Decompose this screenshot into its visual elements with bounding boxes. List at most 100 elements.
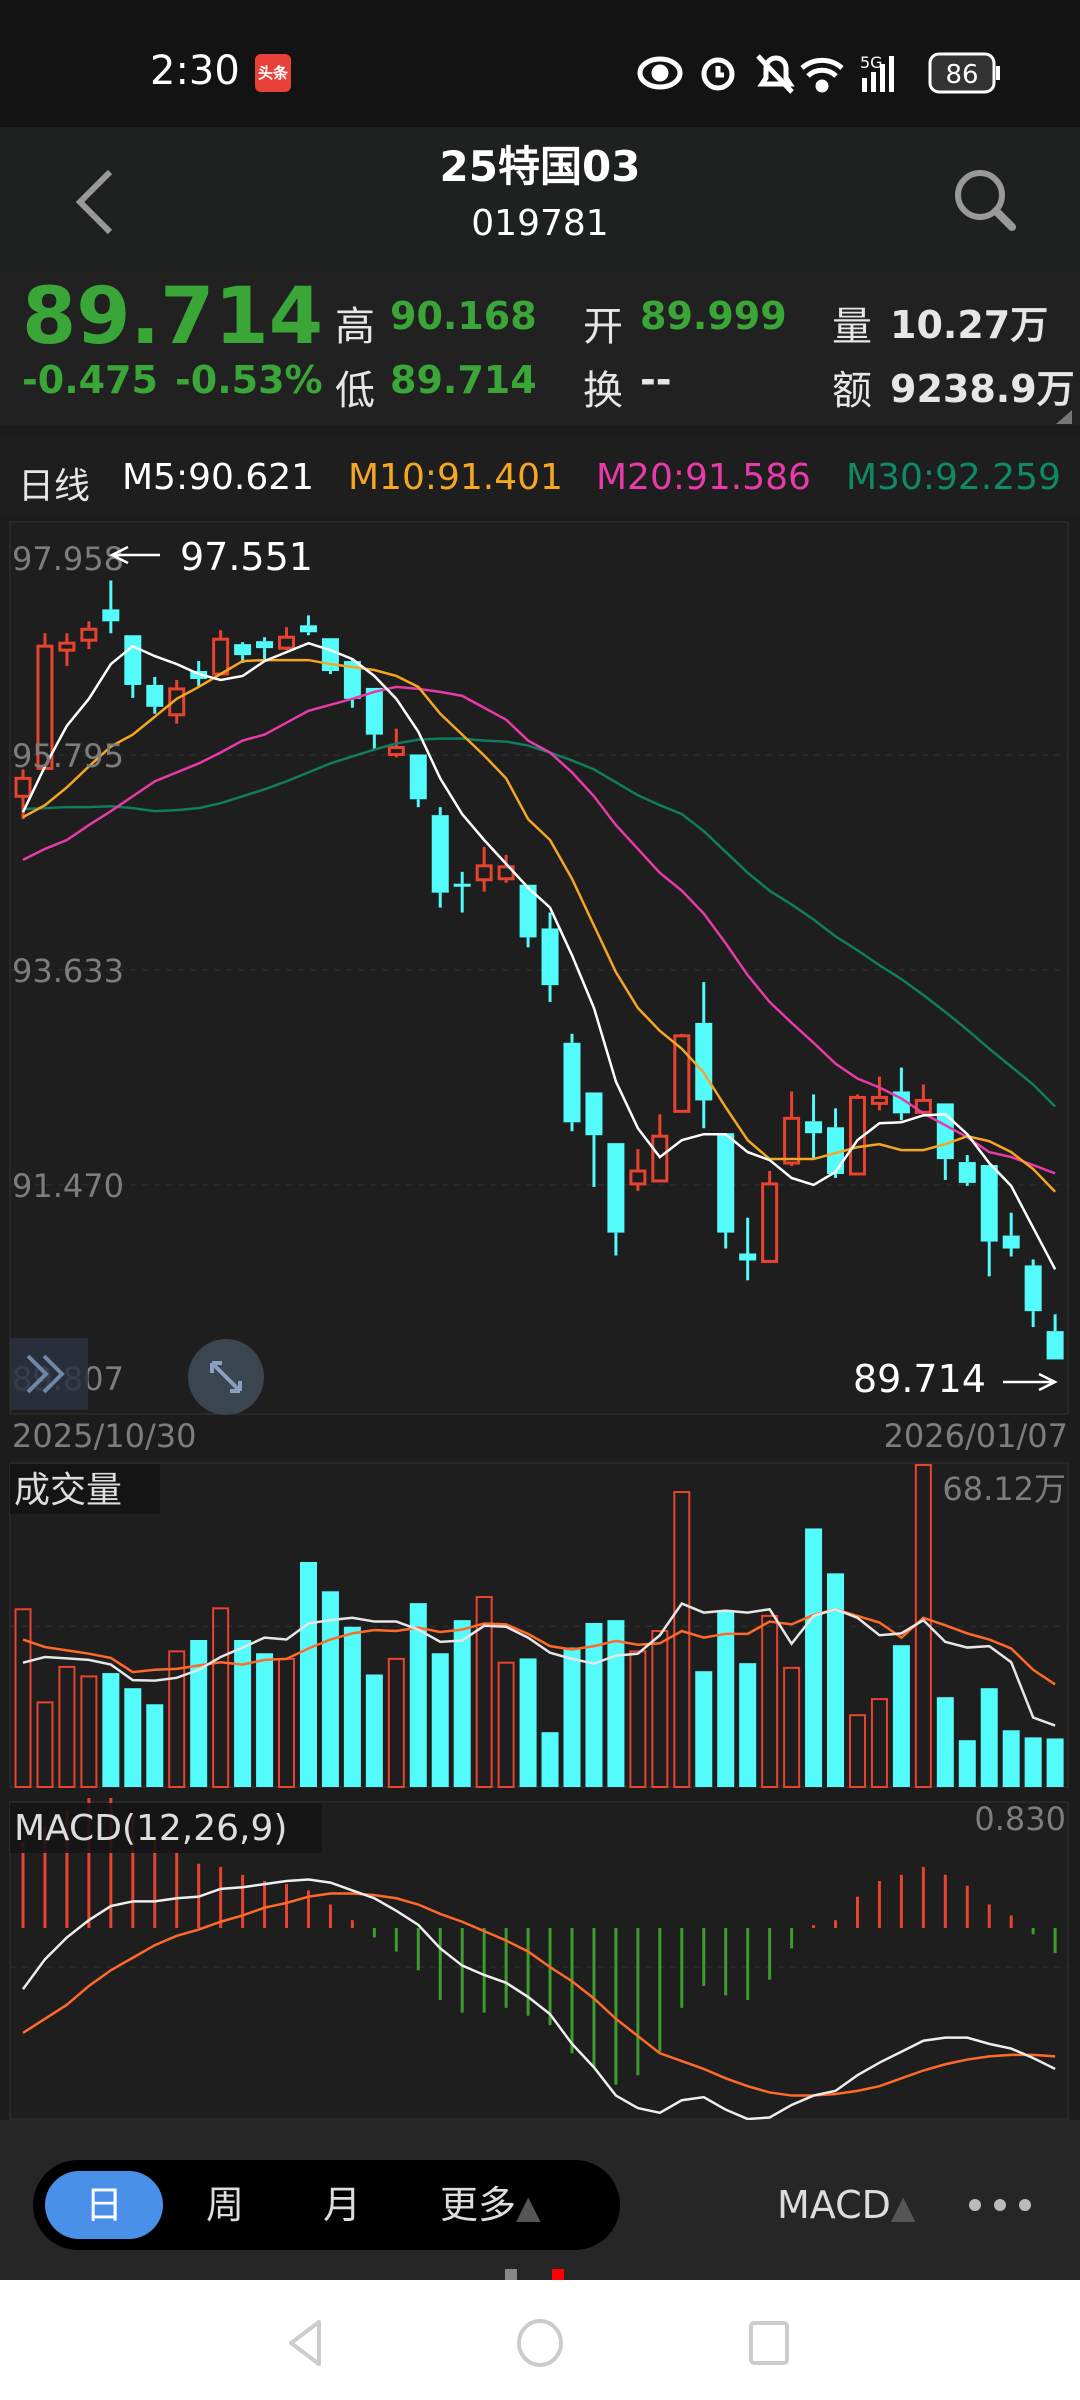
volume-bar-up	[212, 1607, 230, 1788]
high-marker-label: 97.551	[180, 535, 313, 579]
bottom-toolbar: 日 周 月 更多▲ MACD▲	[0, 2120, 1080, 2280]
candle-body	[256, 641, 274, 649]
amount-value: 9238.9万	[890, 367, 1075, 411]
ma-legend: 日线 M5:90.621 M10:91.401 M20:91.586 M30:9…	[0, 435, 1080, 515]
alarm-icon	[701, 57, 735, 91]
volume-bar-down	[1024, 1737, 1042, 1787]
signal-icon	[862, 56, 894, 92]
candle-up	[783, 1091, 801, 1167]
candle-body	[870, 1095, 888, 1105]
volume-bar-down	[695, 1671, 713, 1787]
volume-bar-down	[343, 1626, 361, 1787]
open-label: 开	[583, 304, 623, 350]
home-circle-icon[interactable]	[515, 2318, 565, 2368]
amount-label: 额	[832, 368, 872, 414]
volume-bar-up	[848, 1714, 866, 1788]
volume-bar-up	[168, 1650, 186, 1788]
kline-chart-area[interactable]: 97.958 95.795 93.633 91.470 89.807 97.55…	[0, 0, 1080, 2120]
volume-ma10-line	[22, 1607, 1056, 1686]
volume-bar-down	[1046, 1738, 1064, 1787]
candle-body	[299, 625, 317, 633]
fullscreen-button[interactable]	[188, 1339, 264, 1415]
x-start-date: 2025/10/30	[12, 1417, 196, 1455]
candle-body	[475, 864, 493, 882]
candle-down	[980, 1165, 998, 1277]
volume-bar-up	[870, 1698, 888, 1789]
candle-body	[102, 609, 120, 622]
candle-body	[585, 1092, 603, 1136]
candle-body	[431, 815, 449, 893]
volume-bar-down	[717, 1611, 735, 1787]
candle-body	[651, 1134, 669, 1183]
volume-bar-down	[827, 1573, 845, 1787]
candle-body	[673, 1034, 691, 1113]
macd-title-bg	[10, 1803, 322, 1853]
candle-body	[958, 1162, 976, 1183]
ma20-value: M20:91.586	[596, 457, 811, 498]
candle-down	[717, 1133, 735, 1249]
candle-down	[958, 1155, 976, 1186]
turnover-value: --	[640, 358, 672, 402]
security-name: 25特国03	[439, 142, 641, 191]
tab-month[interactable]: 月	[322, 2183, 361, 2227]
volume-title: 成交量	[14, 1470, 122, 1511]
candle-down	[739, 1217, 757, 1281]
page-indicator-dot-active	[552, 2269, 564, 2280]
volume-bar-down	[607, 1620, 625, 1787]
ma30-value: M30:92.259	[846, 457, 1061, 498]
price-panel	[9, 521, 1069, 1415]
candle-body	[58, 641, 76, 652]
candle-up	[629, 1149, 647, 1191]
header: 25特国03 019781	[0, 127, 1080, 270]
wifi-icon	[800, 57, 844, 93]
candle-body	[805, 1121, 823, 1134]
search-icon[interactable]	[950, 165, 1020, 235]
candle-body	[234, 644, 252, 656]
volume-label: 量	[832, 304, 872, 350]
volume-bar-down	[234, 1639, 252, 1787]
expand-corner-icon[interactable]	[1056, 410, 1072, 424]
volume-title-bg	[10, 1464, 160, 1514]
tab-week[interactable]: 周	[205, 2183, 244, 2227]
candle-body	[541, 928, 559, 986]
volume-ma5-line	[22, 1602, 1056, 1727]
recents-square-icon[interactable]	[745, 2318, 795, 2368]
tab-day[interactable]: 日	[45, 2171, 163, 2239]
toutiao-app-icon: 头条	[255, 54, 291, 92]
candle-down	[541, 912, 559, 1003]
volume-bar-down	[365, 1674, 383, 1787]
low-value: 89.714	[390, 358, 537, 402]
back-triangle-icon[interactable]	[285, 2318, 335, 2368]
volume-bar-up	[673, 1491, 691, 1789]
candle-body	[695, 1022, 713, 1101]
price-change: -0.475	[22, 358, 158, 402]
candle-body	[168, 687, 186, 717]
volume-bar-down	[739, 1663, 757, 1787]
last-price: 89.714	[22, 272, 323, 362]
candle-down	[805, 1094, 823, 1160]
macd-dea-line	[22, 1892, 1056, 2097]
candle-body	[563, 1042, 581, 1123]
tab-more[interactable]: 更多▲	[440, 2171, 541, 2239]
volume-bar-down	[1002, 1730, 1020, 1787]
volume-bar-down	[519, 1658, 537, 1787]
volume-bar-up	[629, 1650, 647, 1788]
x-end-date: 2026/01/07	[884, 1417, 1068, 1455]
high-marker-arrow	[109, 545, 160, 565]
candle-body	[365, 687, 383, 735]
macd-title: MACD(12,26,9)	[14, 1808, 287, 1849]
volume-bar-down	[299, 1561, 317, 1787]
collapse-sidebar-button[interactable]	[10, 1338, 88, 1410]
triangle-up-icon: ▲	[516, 2188, 541, 2226]
chevron-left-icon[interactable]	[70, 167, 120, 237]
volume-bar-down	[190, 1639, 208, 1787]
ellipsis-icon[interactable]	[965, 2190, 1035, 2220]
volume-bar-down	[102, 1673, 120, 1787]
ma10-value: M10:91.401	[348, 457, 563, 498]
volume-max-label: 68.12万	[942, 1470, 1066, 1508]
security-code: 019781	[471, 203, 609, 244]
candle-down	[453, 871, 471, 913]
volume-value: 10.27万	[890, 303, 1049, 347]
volume-bar-down	[892, 1645, 910, 1787]
indicator-selector[interactable]: MACD▲	[777, 2171, 916, 2239]
